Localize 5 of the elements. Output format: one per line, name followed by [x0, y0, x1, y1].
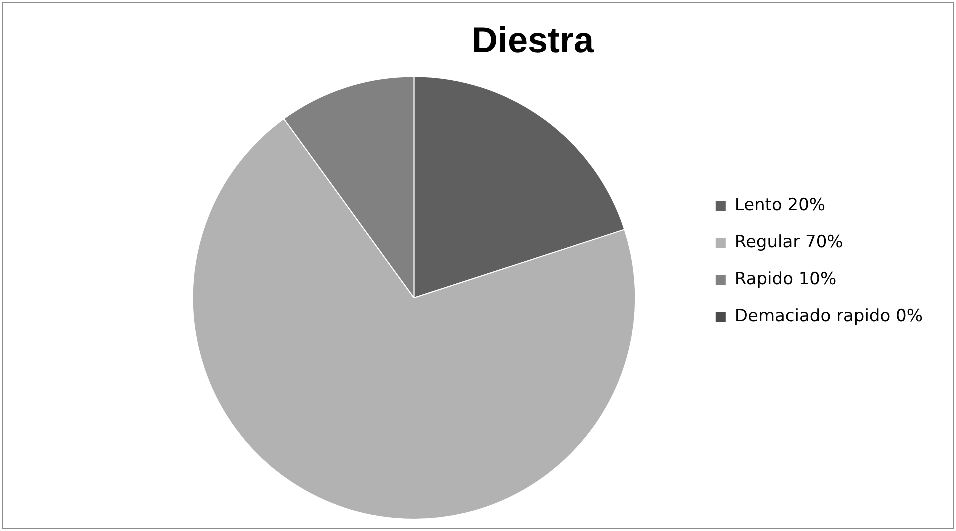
chart-title: Diestra — [472, 20, 596, 61]
legend-label: Rapido 10% — [734, 269, 837, 290]
legend-label: Regular 70% — [734, 232, 844, 252]
legend-label: Demaciado rapido 0% — [734, 306, 924, 326]
legend-label: Lento 20% — [734, 195, 826, 216]
